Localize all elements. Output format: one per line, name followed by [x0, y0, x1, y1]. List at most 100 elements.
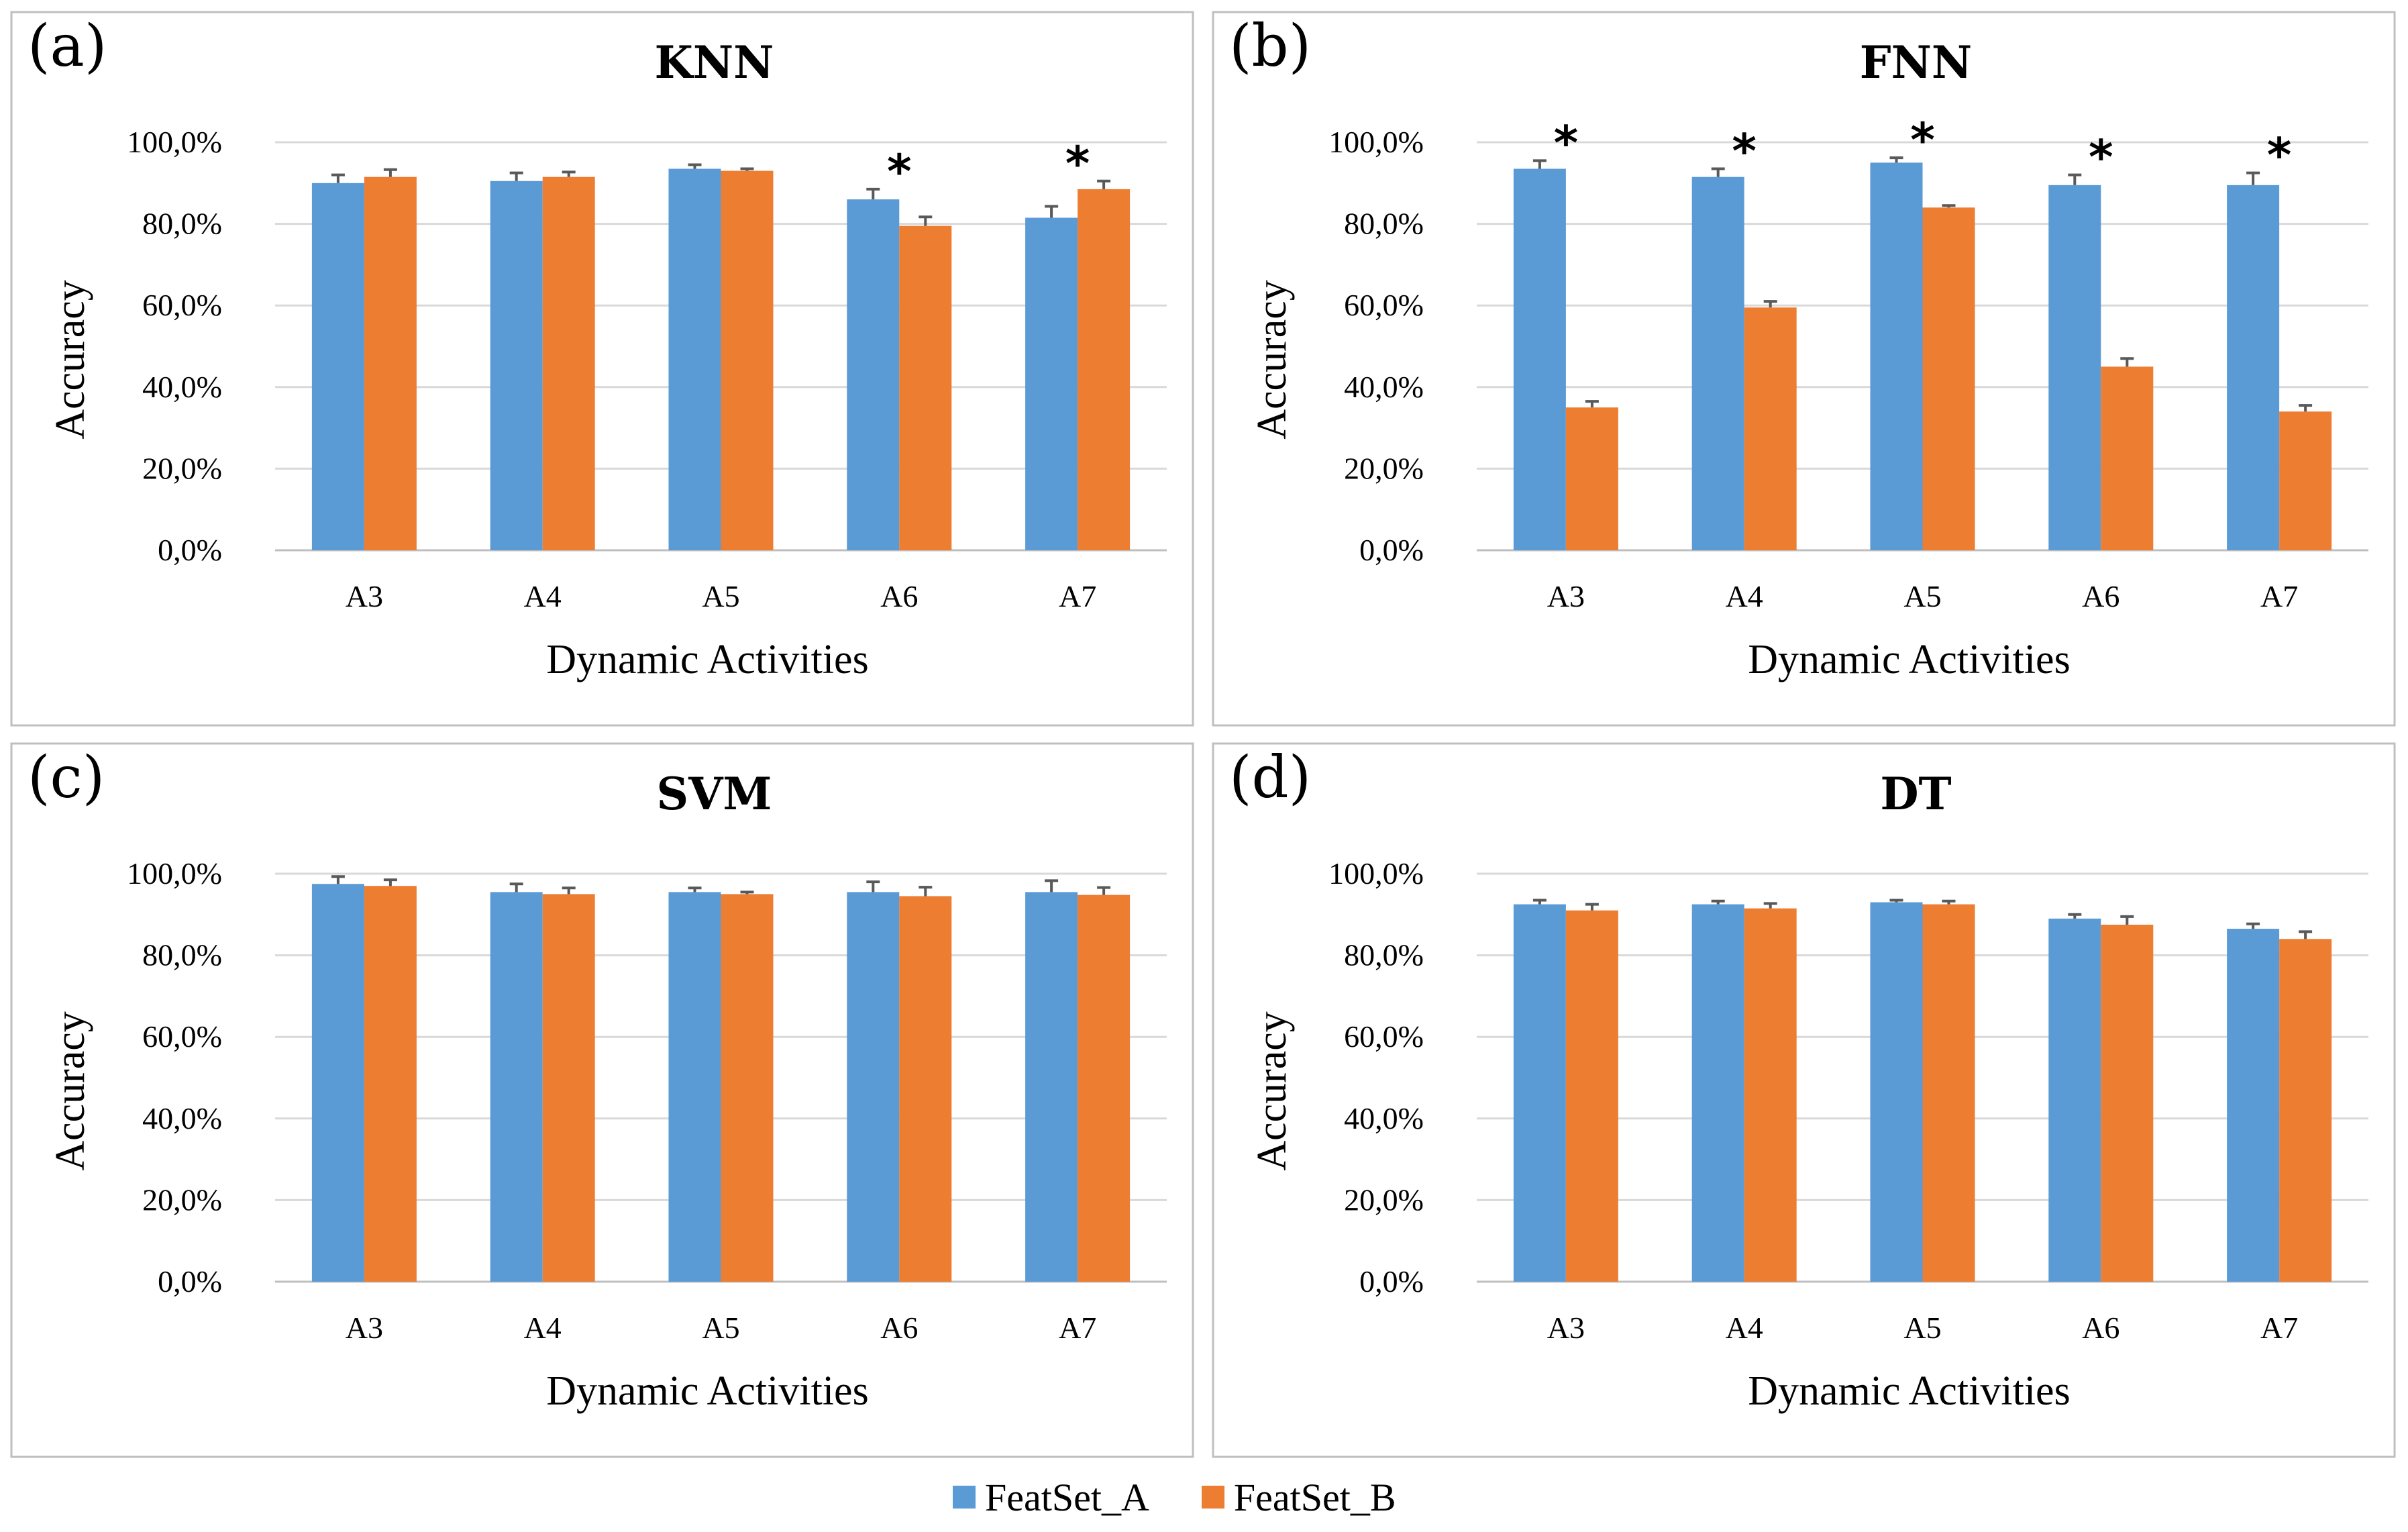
significance-marker: * [887, 144, 912, 199]
bar-featset-a-a6 [2048, 185, 2101, 551]
bar-featset-b-a6 [899, 896, 952, 1282]
bar-featset-a-a6 [2048, 918, 2101, 1282]
panel-frame [1212, 11, 2396, 727]
legend-swatch-featset-b [1201, 1486, 1224, 1509]
x-tick-label: A4 [524, 1311, 562, 1345]
y-tick-label: 60,0% [142, 1019, 222, 1054]
chart-title: SVM [657, 768, 772, 820]
bar-featset-b-a7 [1078, 895, 1131, 1282]
bar-featset-b-a4 [1744, 307, 1797, 550]
y-tick-label: 20,0% [1344, 451, 1424, 485]
y-tick-label: 100,0% [1328, 125, 1424, 159]
legend-item-featset-a: FeatSet_A [953, 1475, 1149, 1520]
panel-letter: (c) [28, 744, 105, 811]
y-tick-label: 60,0% [1344, 288, 1424, 322]
x-tick-label: A5 [702, 579, 739, 613]
y-tick-label: 100,0% [127, 856, 222, 890]
x-tick-label: A5 [1903, 579, 1941, 613]
y-tick-label: 60,0% [1344, 1019, 1424, 1054]
y-tick-label: 80,0% [1344, 207, 1424, 241]
y-tick-label: 60,0% [142, 288, 222, 322]
bar-featset-b-a3 [1565, 910, 1618, 1282]
legend-item-featset-b: FeatSet_B [1201, 1475, 1396, 1520]
panel-0: (a) KNN 0,0% 20,0% 40,0% 60,0% 80,0% 100,0% A3 A4… [10, 11, 1194, 727]
y-tick-label: 20,0% [142, 451, 222, 485]
panel-frame [10, 11, 1194, 727]
bar-featset-b-a5 [1922, 207, 1975, 550]
y-tick-label: 40,0% [1344, 370, 1424, 404]
panel-letter: (b) [1229, 13, 1311, 80]
x-axis-label: Dynamic Activities [546, 637, 868, 682]
panel-frame [1212, 742, 2396, 1458]
x-tick-label: A7 [2260, 1311, 2298, 1345]
y-tick-label: 0,0% [158, 1264, 222, 1298]
bar-featset-b-a7 [1078, 189, 1131, 550]
x-tick-label: A6 [880, 1311, 918, 1345]
x-axis-label: Dynamic Activities [1748, 637, 2070, 682]
x-tick-label: A7 [2260, 579, 2298, 613]
x-axis-label: Dynamic Activities [1748, 1368, 2070, 1414]
significance-marker: * [1910, 113, 1935, 168]
chart-title: FNN [1860, 36, 1973, 89]
x-tick-label: A4 [1726, 1311, 1763, 1345]
x-tick-label: A3 [346, 579, 383, 613]
significance-marker: * [2089, 130, 2113, 185]
bar-featset-b-a4 [1744, 908, 1797, 1282]
bar-featset-b-a5 [1922, 904, 1975, 1282]
panel-1: (b) FNN 0,0% 20,0% 40,0% 60,0% 80,0% 100,0% A3 * A… [1212, 11, 2396, 727]
significance-marker: * [1554, 115, 1579, 170]
bar-featset-b-a6 [2101, 366, 2154, 550]
y-tick-label: 40,0% [142, 1101, 222, 1135]
x-tick-label: A5 [702, 1311, 739, 1345]
legend-label-featset-a: FeatSet_A [985, 1475, 1149, 1519]
bar-featset-a-a3 [1513, 904, 1566, 1282]
bar-featset-a-a7 [1025, 892, 1078, 1282]
significance-marker: * [1065, 136, 1090, 191]
bar-featset-a-a4 [1691, 904, 1744, 1282]
panel-2: (c) SVM 0,0% 20,0% 40,0% 60,0% 80,0% 100,0% A3 A4… [10, 742, 1194, 1458]
bar-featset-b-a6 [2101, 925, 2154, 1282]
y-axis-label: Accuracy [48, 280, 93, 440]
legend: FeatSet_A FeatSet_B [953, 1474, 1396, 1521]
chart-title: KNN [654, 36, 774, 89]
significance-marker: * [2267, 128, 2292, 183]
x-tick-label: A6 [880, 579, 918, 613]
bar-featset-b-a5 [721, 894, 774, 1282]
x-tick-label: A3 [346, 1311, 383, 1345]
bar-featset-a-a7 [2227, 929, 2280, 1282]
bar-featset-a-a5 [1870, 162, 1923, 550]
x-tick-label: A4 [524, 579, 562, 613]
y-axis-label: Accuracy [1249, 280, 1295, 440]
bar-featset-a-a7 [2227, 185, 2280, 551]
y-tick-label: 20,0% [1344, 1182, 1424, 1217]
bar-featset-b-a6 [899, 225, 952, 550]
panel-3: (d) DT 0,0% 20,0% 40,0% 60,0% 80,0% 100,0% A3 A4 A… [1212, 742, 2396, 1458]
x-tick-label: A3 [1547, 1311, 1585, 1345]
bar-featset-a-a5 [668, 168, 721, 550]
y-tick-label: 80,0% [142, 938, 222, 972]
bar-featset-b-a4 [542, 894, 595, 1282]
panel-letter: (d) [1229, 744, 1311, 811]
bar-featset-a-a4 [1691, 176, 1744, 550]
bar-featset-a-a3 [311, 183, 364, 550]
y-tick-label: 40,0% [1344, 1101, 1424, 1135]
bar-featset-b-a7 [2279, 411, 2332, 550]
bar-featset-a-a4 [490, 892, 543, 1282]
y-tick-label: 80,0% [1344, 938, 1424, 972]
bar-featset-b-a3 [364, 176, 417, 550]
y-tick-label: 0,0% [158, 533, 222, 567]
bar-featset-a-a5 [668, 892, 721, 1282]
bar-featset-b-a3 [1565, 407, 1618, 550]
y-tick-label: 80,0% [142, 207, 222, 241]
y-tick-label: 100,0% [1328, 856, 1424, 890]
bar-featset-a-a7 [1025, 217, 1078, 550]
x-tick-label: A6 [2082, 579, 2119, 613]
y-tick-label: 0,0% [1359, 1264, 1424, 1298]
x-tick-label: A3 [1547, 579, 1585, 613]
bar-featset-a-a6 [847, 892, 900, 1282]
bar-featset-a-a6 [847, 199, 900, 550]
y-tick-label: 0,0% [1359, 533, 1424, 567]
bar-featset-b-a5 [721, 170, 774, 550]
y-axis-label: Accuracy [48, 1011, 93, 1171]
